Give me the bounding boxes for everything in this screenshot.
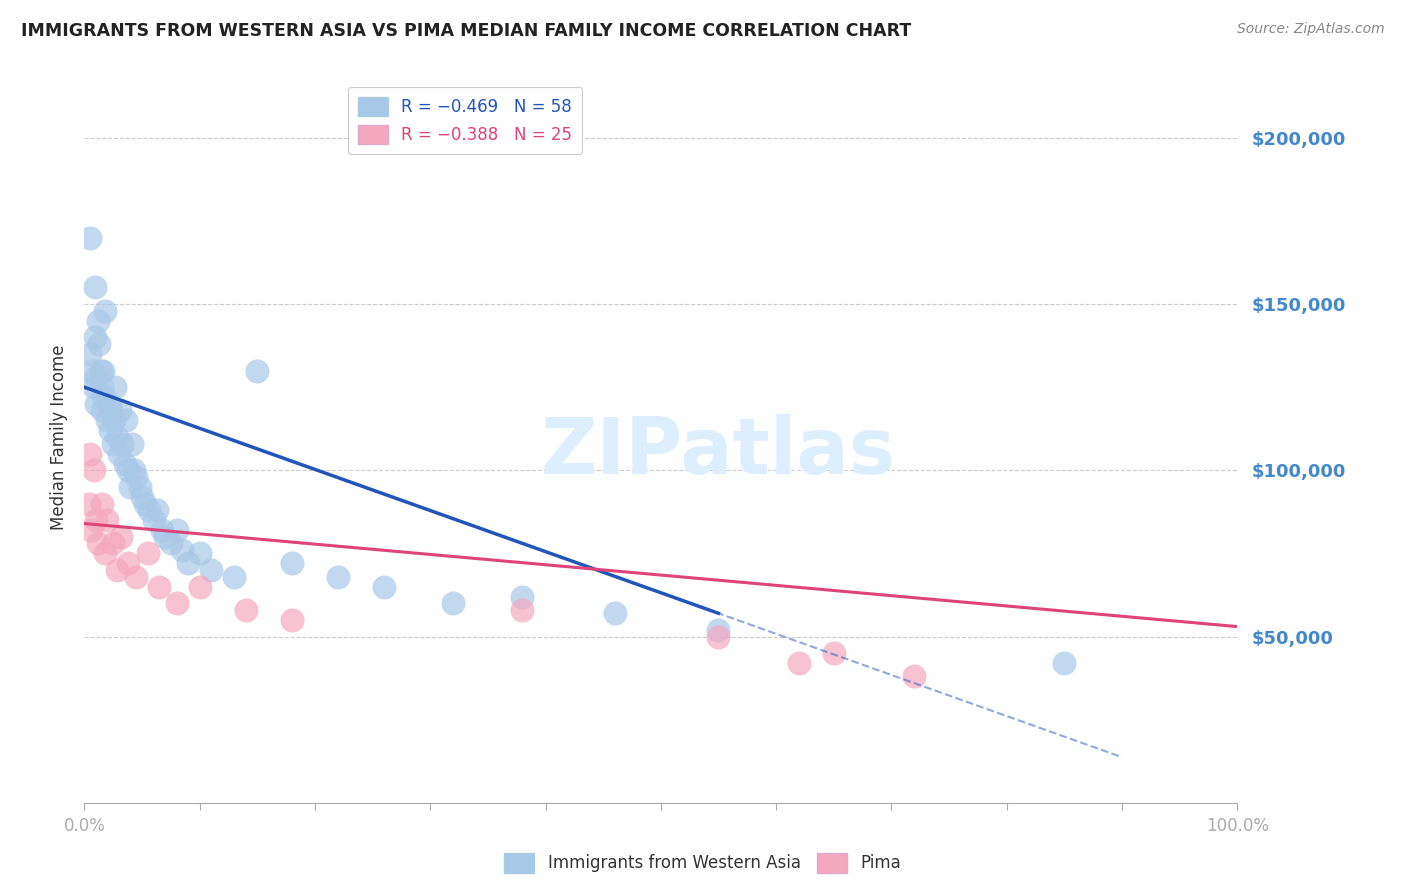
Point bbox=[131, 490, 153, 504]
Y-axis label: Median Family Income: Median Family Income bbox=[51, 344, 69, 530]
Point bbox=[79, 230, 101, 244]
Point bbox=[103, 536, 124, 550]
Point bbox=[84, 513, 107, 527]
Legend: Immigrants from Western Asia, Pima: Immigrants from Western Asia, Pima bbox=[498, 847, 908, 880]
Point bbox=[79, 347, 101, 361]
Text: IMMIGRANTS FROM WESTERN ASIA VS PIMA MEDIAN FAMILY INCOME CORRELATION CHART: IMMIGRANTS FROM WESTERN ASIA VS PIMA MED… bbox=[21, 22, 911, 40]
Point bbox=[103, 436, 124, 450]
Point bbox=[823, 646, 845, 660]
Point bbox=[235, 603, 257, 617]
Point bbox=[787, 656, 810, 670]
Point bbox=[281, 613, 304, 627]
Point bbox=[108, 447, 131, 461]
Point bbox=[105, 563, 128, 577]
Point bbox=[172, 543, 194, 558]
Point bbox=[138, 503, 160, 517]
Point bbox=[115, 413, 138, 427]
Point bbox=[79, 447, 101, 461]
Point bbox=[117, 463, 139, 477]
Point bbox=[84, 370, 107, 384]
Point bbox=[160, 536, 183, 550]
Point bbox=[96, 513, 118, 527]
Point bbox=[111, 436, 134, 450]
Point bbox=[90, 380, 112, 394]
Text: ZIPatlas: ZIPatlas bbox=[541, 414, 896, 490]
Point bbox=[153, 530, 176, 544]
Point bbox=[103, 413, 125, 427]
Point bbox=[373, 580, 395, 594]
Point bbox=[96, 413, 118, 427]
Point bbox=[84, 397, 107, 411]
Point bbox=[188, 546, 211, 560]
Point bbox=[89, 337, 111, 351]
Point bbox=[114, 457, 136, 471]
Point bbox=[707, 630, 730, 644]
Point bbox=[224, 570, 246, 584]
Point bbox=[1053, 656, 1076, 670]
Point bbox=[105, 430, 128, 444]
Point bbox=[177, 557, 200, 571]
Point bbox=[441, 596, 464, 610]
Point bbox=[83, 280, 105, 294]
Point bbox=[136, 546, 159, 560]
Point bbox=[188, 580, 211, 594]
Point bbox=[94, 303, 117, 318]
Point bbox=[104, 380, 127, 394]
Point bbox=[89, 363, 111, 377]
Point bbox=[246, 363, 269, 377]
Point bbox=[125, 570, 148, 584]
Point bbox=[83, 463, 105, 477]
Point bbox=[98, 424, 121, 438]
Point bbox=[121, 436, 143, 450]
Point bbox=[100, 403, 122, 417]
Point bbox=[134, 497, 156, 511]
Point bbox=[707, 623, 730, 637]
Point bbox=[83, 330, 105, 344]
Point bbox=[108, 403, 131, 417]
Text: Source: ZipAtlas.com: Source: ZipAtlas.com bbox=[1237, 22, 1385, 37]
Point bbox=[903, 669, 925, 683]
Point bbox=[148, 580, 170, 594]
Legend: R = −0.469   N = 58, R = −0.388   N = 25: R = −0.469 N = 58, R = −0.388 N = 25 bbox=[347, 87, 582, 153]
Point bbox=[87, 536, 110, 550]
Point bbox=[281, 557, 304, 571]
Point bbox=[110, 530, 132, 544]
Point bbox=[97, 397, 120, 411]
Point bbox=[94, 546, 117, 560]
Point bbox=[142, 513, 165, 527]
Point bbox=[91, 363, 114, 377]
Point bbox=[80, 523, 103, 537]
Point bbox=[120, 480, 142, 494]
Point bbox=[512, 590, 534, 604]
Point bbox=[128, 480, 150, 494]
Point bbox=[603, 607, 626, 621]
Point bbox=[166, 596, 188, 610]
Point bbox=[122, 463, 145, 477]
Point bbox=[117, 557, 139, 571]
Point bbox=[90, 497, 112, 511]
Point bbox=[125, 470, 148, 484]
Point bbox=[200, 563, 222, 577]
Point bbox=[82, 363, 104, 377]
Point bbox=[93, 390, 115, 404]
Point bbox=[150, 523, 173, 537]
Point bbox=[77, 497, 100, 511]
Point bbox=[87, 314, 110, 328]
Point bbox=[83, 380, 105, 394]
Point bbox=[512, 603, 534, 617]
Point bbox=[146, 503, 169, 517]
Point bbox=[166, 523, 188, 537]
Point bbox=[326, 570, 349, 584]
Point bbox=[90, 403, 112, 417]
